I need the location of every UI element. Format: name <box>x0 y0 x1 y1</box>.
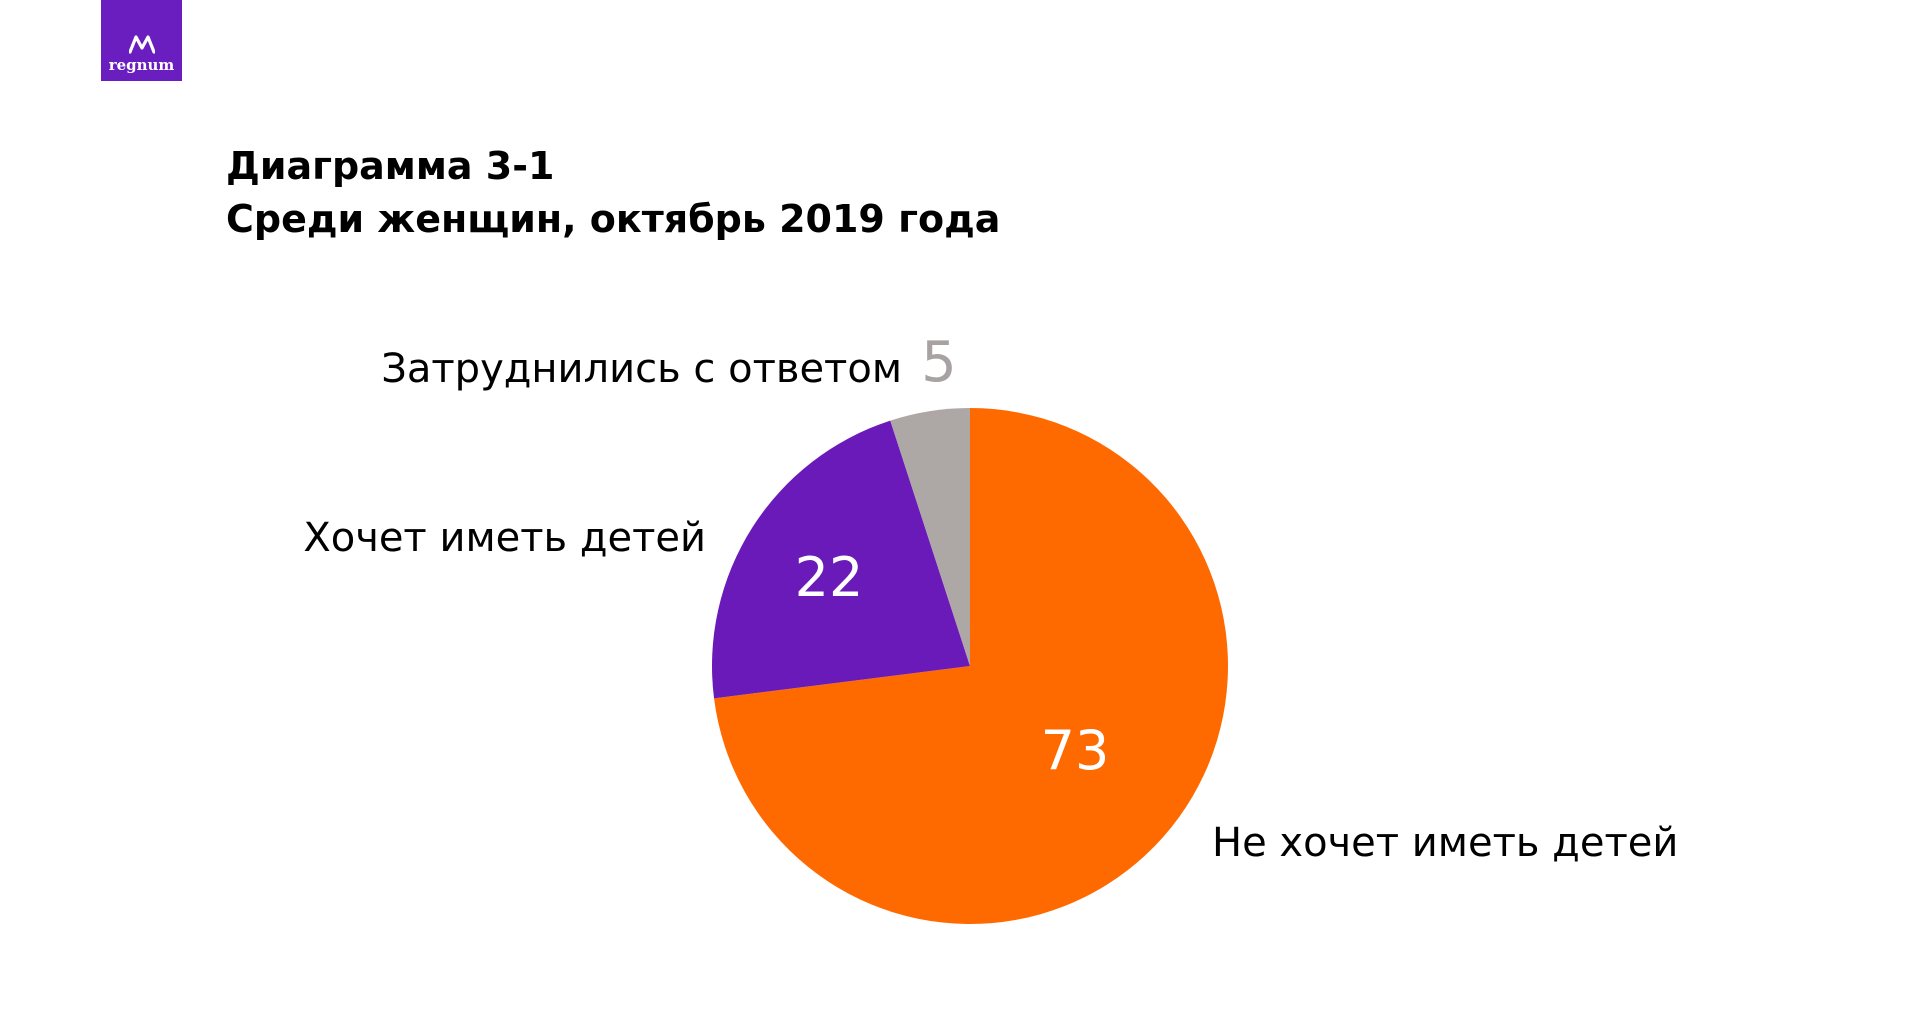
slice-value-label: 73 <box>1041 719 1110 782</box>
slice-value-label: 22 <box>795 546 864 609</box>
chart-title-line-2: Среди женщин, октябрь 2019 года <box>226 197 1001 241</box>
slice-category-label: Затруднились с ответом <box>381 346 902 392</box>
slice-category-label: Хочет иметь детей <box>303 515 706 561</box>
slice-value-label: 5 <box>921 330 957 395</box>
regnum-logo: regnum <box>101 0 182 81</box>
chart-title-line-1: Диаграмма 3-1 <box>226 144 555 188</box>
mountain-icon <box>129 35 155 54</box>
pie-slice <box>712 420 970 699</box>
pie-slice <box>890 408 970 666</box>
chart-title: Диаграмма 3-1 Среди женщин, октябрь 2019… <box>226 140 1000 246</box>
pie-slice <box>714 408 1228 924</box>
logo-text: regnum <box>108 56 175 74</box>
slice-category-label: Не хочет иметь детей <box>1212 820 1678 866</box>
